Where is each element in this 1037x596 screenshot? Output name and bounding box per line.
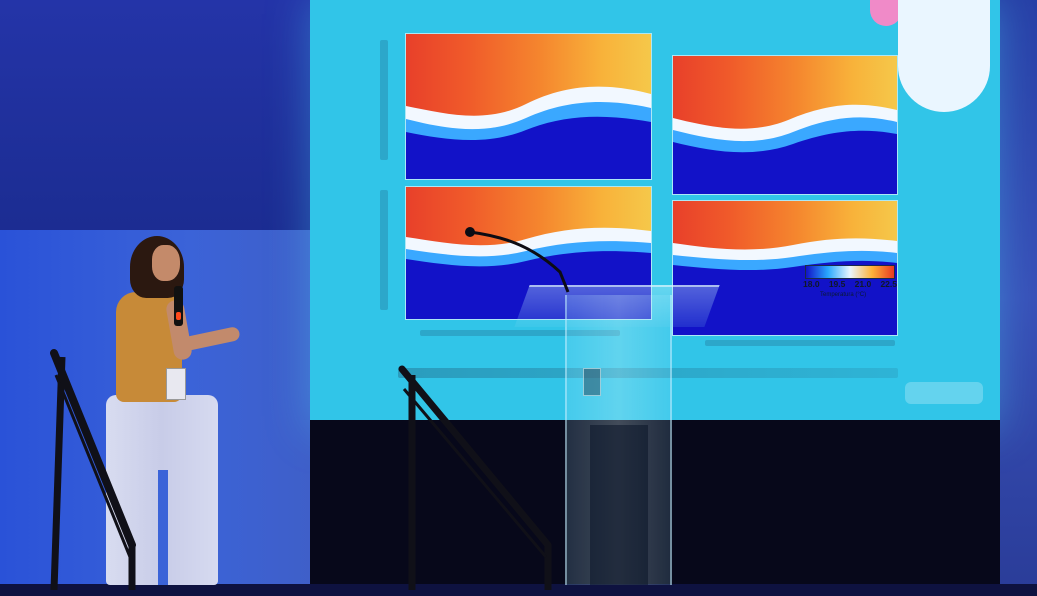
slide-colorbar-label: Temperatura (°C)	[820, 292, 867, 298]
speaker-pants-gap	[158, 470, 168, 585]
conference-logo-icon	[905, 382, 983, 404]
right-wall	[998, 0, 1037, 596]
heatmap-panel-bottom-right	[672, 200, 898, 336]
slide-y-axis-top-left	[380, 40, 388, 160]
speaker-face	[152, 245, 180, 281]
colorbar-tick: 22.5	[880, 279, 897, 289]
podium-base	[590, 425, 648, 585]
podium-microphone-icon	[465, 227, 570, 293]
colorbar-tick: 18.0	[803, 279, 820, 289]
colorbar-tick: 19.5	[828, 279, 846, 289]
microphone-icon	[174, 286, 183, 326]
podium-plate	[583, 368, 601, 396]
slide-figure-caption	[398, 368, 898, 378]
colorbar-tick: 21.0	[854, 279, 872, 289]
heatmap-panel-top-right	[672, 55, 898, 195]
slide-axis-label-bottom-right	[705, 340, 895, 346]
speaker-badge	[166, 368, 186, 400]
stage-front	[310, 420, 1000, 590]
heatmap-panel-bottom-left	[405, 186, 652, 320]
slide-decoration-bubble	[898, 0, 990, 112]
slide-axis-label-bottom-left	[420, 330, 620, 336]
slide-decoration-pink	[870, 0, 902, 26]
heatmap-panel-top-left	[405, 33, 652, 180]
stage-floor	[0, 584, 1037, 596]
slide-colorbar	[805, 265, 895, 279]
slide-y-axis-bottom-left	[380, 190, 388, 310]
microphone-light	[176, 312, 181, 320]
stair-railing-right	[398, 365, 552, 590]
stair-railing-left	[50, 349, 136, 590]
slide-colorbar-ticks: 18.0 19.5 21.0 22.5	[803, 279, 897, 291]
